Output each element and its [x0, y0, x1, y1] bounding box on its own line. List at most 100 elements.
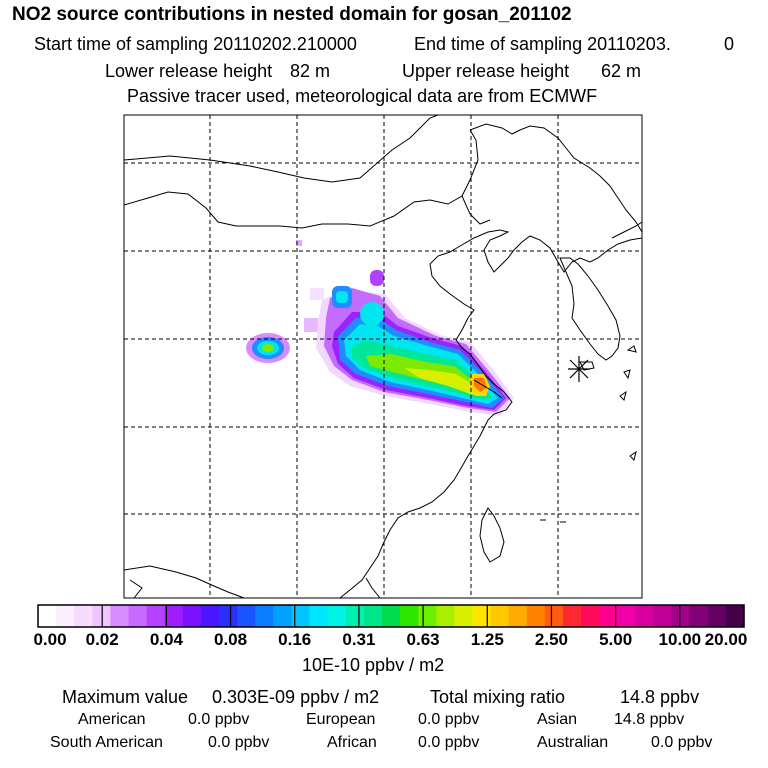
- colorbar-swatch: [707, 605, 727, 627]
- colorbar-frame: [37, 604, 745, 628]
- colorbar-swatch: [273, 605, 293, 627]
- colorbar-swatch: [599, 605, 618, 627]
- region-name: Asian: [537, 711, 578, 728]
- colorbar-swatch: [146, 605, 166, 627]
- region-name: African: [327, 734, 377, 751]
- yangtze-estuary: [473, 379, 503, 399]
- colorbar-swatch: [562, 605, 582, 627]
- plume-blob-west: [262, 344, 274, 352]
- colorbar-swatch: [653, 605, 673, 627]
- taiwan-coast: [479, 507, 505, 563]
- upper-height-value: 62 m: [601, 61, 642, 81]
- max-value: 0.303E-09 ppbv / m2: [212, 687, 380, 707]
- region-value: 0.0 ppbv: [208, 734, 270, 751]
- colorbar-swatch: [490, 605, 510, 627]
- colorbar-swatch: [381, 605, 401, 627]
- upper-height-label: Upper release height: [402, 61, 570, 81]
- colorbar-tick-label: 1.25: [470, 630, 504, 649]
- colorbar-unit: 10E-10 ppbv / m2: [302, 655, 445, 675]
- colorbar-swatch: [436, 605, 455, 627]
- colorbar-swatch: [418, 605, 437, 627]
- colorbar-swatch: [291, 605, 311, 627]
- colorbar-swatch: [309, 605, 329, 627]
- northeast-border: [469, 123, 643, 233]
- colorbar-swatch: [110, 605, 130, 627]
- map-frame: [123, 114, 643, 599]
- colorbar-swatch: [74, 605, 93, 627]
- japan-islet: [626, 345, 637, 353]
- colorbar-swatch: [508, 605, 528, 627]
- north-korea-coast: [611, 221, 643, 239]
- colorbar-tick-label: 10.00: [658, 630, 702, 649]
- plume-speck: [304, 318, 318, 332]
- lower-height-value: 82 m: [290, 61, 331, 81]
- colorbar-tick-label: 20.00: [704, 630, 748, 649]
- plume-speck: [310, 288, 324, 300]
- region-value: 0.0 ppbv: [188, 711, 250, 728]
- concentration-plume: [246, 240, 514, 416]
- colorbar-swatch: [237, 605, 256, 627]
- korea-coast: [559, 257, 621, 361]
- colorbar-tick-label: 5.00: [599, 630, 633, 649]
- grid-lines: [124, 115, 642, 598]
- colorbar-tick-label: 0.00: [33, 630, 67, 649]
- colorbar-swatch: [200, 605, 220, 627]
- japan-islet: [619, 390, 627, 401]
- colorbar-swatch: [526, 605, 546, 627]
- colorbar: [38, 605, 745, 627]
- colorbar-tick-label: 0.02: [85, 630, 119, 649]
- colorbar-swatch: [544, 605, 564, 627]
- plume-speck: [370, 270, 384, 286]
- south-coast: [365, 577, 381, 599]
- colorbar-swatch: [327, 605, 347, 627]
- colorbar-swatch: [38, 605, 57, 627]
- end-time-label: End time of sampling 20110203.: [414, 34, 671, 54]
- japan-islet: [623, 369, 631, 380]
- region-name: South American: [50, 734, 163, 751]
- end-time-value: 0: [724, 34, 735, 54]
- colorbar-swatch: [400, 605, 419, 627]
- colorbar-swatch: [617, 605, 636, 627]
- region-name: European: [306, 711, 376, 728]
- colorbar-tick-label: 0.16: [278, 630, 312, 649]
- colorbar-swatch: [255, 605, 274, 627]
- bohai-coast: [461, 195, 491, 225]
- region-value: 0.0 ppbv: [651, 734, 713, 751]
- region-name: Australian: [537, 734, 609, 751]
- colorbar-swatch: [635, 605, 655, 627]
- plume-level-8: [404, 368, 482, 396]
- tracer-note: Passive tracer used, meteorological data…: [127, 86, 598, 106]
- colorbar-swatch: [56, 605, 75, 627]
- colorbar-swatch: [472, 605, 492, 627]
- ryukyu-islet: [629, 450, 637, 461]
- colorbar-swatch: [671, 605, 691, 627]
- colorbar-tick-label: 0.31: [342, 630, 376, 649]
- colorbar-dividers: [101, 605, 681, 627]
- receptor-marker: [568, 356, 590, 382]
- colorbar-tick-label: 2.50: [534, 630, 568, 649]
- colorbar-tick-label: 0.08: [213, 630, 248, 649]
- china-coast: [339, 229, 643, 599]
- total-mixing-label: Total mixing ratio: [430, 687, 566, 707]
- start-time-label: Start time of sampling 20110202.210000: [34, 34, 357, 54]
- colorbar-swatch: [363, 605, 383, 627]
- region-name: American: [78, 711, 146, 728]
- colorbar-swatch: [182, 605, 202, 627]
- plume-knot: [360, 302, 384, 326]
- colorbar-swatch: [689, 605, 709, 627]
- ryukyu-islet: [540, 519, 566, 523]
- jeju-island: [579, 361, 595, 371]
- region-value: 0.0 ppbv: [418, 734, 480, 751]
- north-china-border: [123, 129, 479, 229]
- colorbar-swatch: [345, 605, 365, 627]
- colorbar-swatch: [219, 605, 238, 627]
- region-value: 14.8 ppbv: [614, 711, 685, 728]
- colorbar-swatch: [454, 605, 474, 627]
- colorbar-tick-label: 0.04: [149, 630, 183, 649]
- plume-knot: [336, 291, 348, 303]
- plume-speck: [296, 240, 302, 246]
- southwest-border: [129, 579, 143, 599]
- colorbar-swatch: [725, 605, 745, 627]
- south-border: [123, 565, 245, 599]
